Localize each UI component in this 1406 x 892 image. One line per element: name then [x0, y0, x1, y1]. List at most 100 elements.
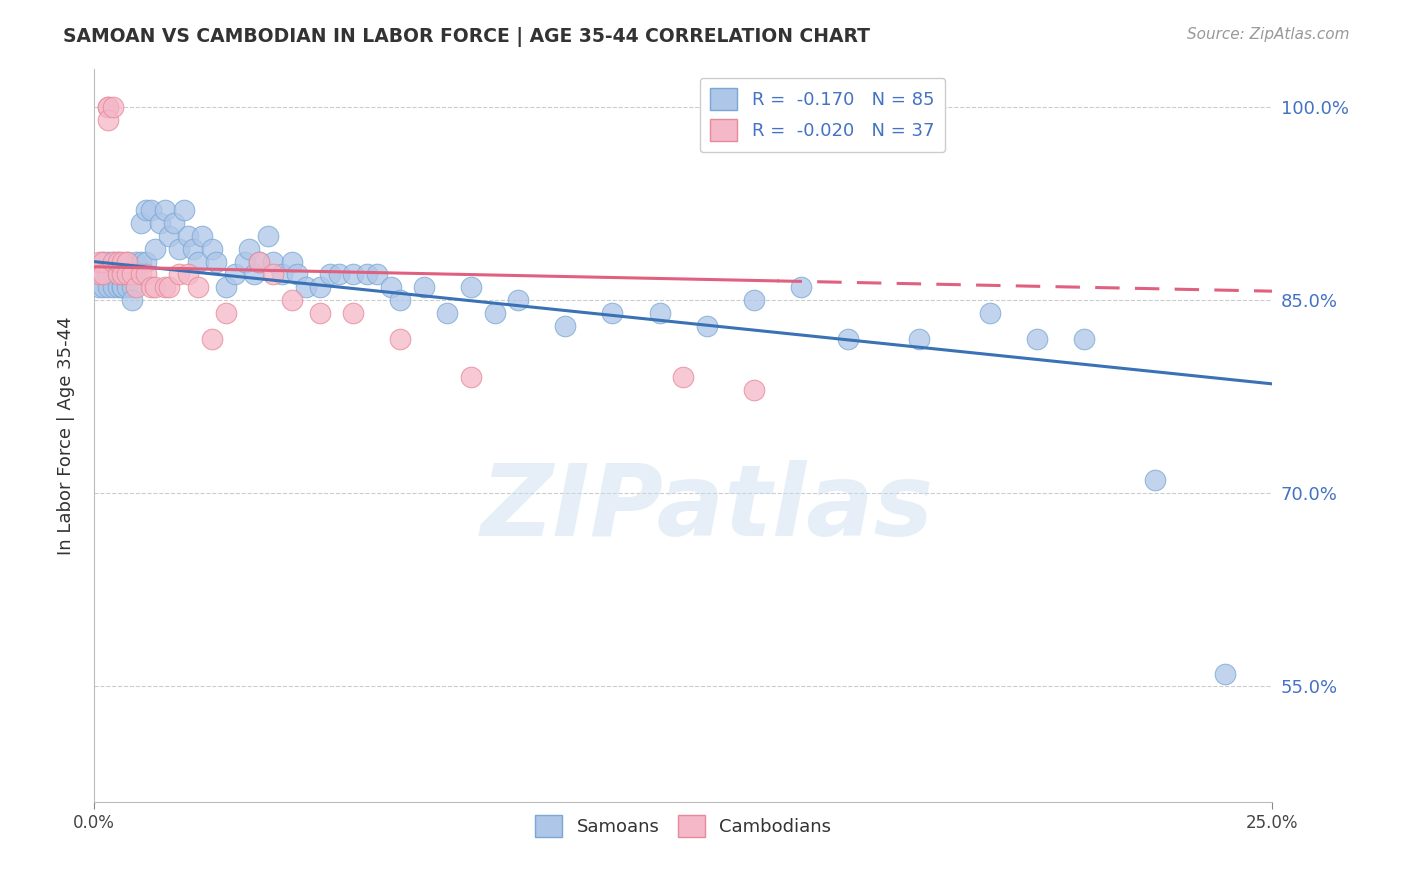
Point [87, 268, 110, 282]
Point [342, 306, 364, 320]
Point [101, 268, 124, 282]
Point [1215, 666, 1237, 681]
Point [111, 280, 134, 294]
Point [163, 216, 186, 230]
Point [742, 293, 765, 308]
Point [187, 254, 209, 268]
Point [143, 242, 166, 256]
Point [97, 113, 120, 128]
Point [135, 268, 157, 282]
Point [87, 268, 110, 282]
Point [436, 306, 458, 320]
Text: Source: ZipAtlas.com: Source: ZipAtlas.com [1187, 27, 1350, 42]
Point [328, 268, 350, 282]
Point [484, 306, 506, 320]
Point [908, 332, 931, 346]
Point [115, 280, 138, 294]
Point [97, 268, 120, 282]
Point [672, 370, 695, 384]
Point [101, 280, 124, 294]
Point [93, 254, 115, 268]
Point [460, 370, 482, 384]
Point [389, 332, 412, 346]
Point [460, 280, 482, 294]
Point [121, 268, 143, 282]
Point [262, 268, 284, 282]
Point [191, 228, 214, 243]
Point [149, 216, 172, 230]
Point [139, 280, 162, 294]
Point [167, 268, 190, 282]
Point [107, 268, 129, 282]
Point [201, 332, 224, 346]
Point [1025, 332, 1047, 346]
Text: SAMOAN VS CAMBODIAN IN LABOR FORCE | AGE 35-44 CORRELATION CHART: SAMOAN VS CAMBODIAN IN LABOR FORCE | AGE… [63, 27, 870, 46]
Point [181, 242, 204, 256]
Point [979, 306, 1001, 320]
Point [97, 100, 120, 114]
Point [93, 254, 115, 268]
Point [121, 293, 143, 308]
Point [257, 228, 280, 243]
Point [101, 268, 124, 282]
Point [201, 242, 224, 256]
Point [247, 254, 270, 268]
Point [742, 384, 765, 398]
Point [129, 216, 152, 230]
Point [115, 254, 138, 268]
Point [380, 280, 402, 294]
Point [125, 254, 148, 268]
Point [111, 280, 134, 294]
Point [177, 228, 200, 243]
Point [602, 306, 624, 320]
Point [233, 254, 256, 268]
Point [342, 268, 364, 282]
Point [129, 268, 152, 282]
Point [121, 280, 143, 294]
Point [356, 268, 378, 282]
Point [135, 203, 157, 218]
Point [107, 268, 129, 282]
Point [177, 268, 200, 282]
Point [281, 254, 304, 268]
Point [508, 293, 530, 308]
Point [215, 280, 238, 294]
Point [97, 254, 120, 268]
Point [281, 293, 304, 308]
Point [262, 254, 284, 268]
Point [129, 254, 152, 268]
Point [1143, 474, 1166, 488]
Point [139, 203, 162, 218]
Point [125, 280, 148, 294]
Point [93, 268, 115, 282]
Point [107, 280, 129, 294]
Point [554, 318, 576, 333]
Point [97, 100, 120, 114]
Point [243, 268, 266, 282]
Point [87, 254, 110, 268]
Point [366, 268, 388, 282]
Point [1073, 332, 1095, 346]
Point [107, 268, 129, 282]
Point [295, 280, 318, 294]
Point [115, 268, 138, 282]
Y-axis label: In Labor Force | Age 35-44: In Labor Force | Age 35-44 [58, 316, 75, 555]
Point [318, 268, 340, 282]
Point [167, 242, 190, 256]
Point [93, 280, 115, 294]
Point [309, 280, 332, 294]
Point [157, 228, 180, 243]
Point [309, 306, 332, 320]
Point [153, 203, 176, 218]
Point [107, 254, 129, 268]
Point [97, 280, 120, 294]
Point [107, 254, 129, 268]
Point [187, 280, 209, 294]
Point [790, 280, 813, 294]
Point [247, 254, 270, 268]
Point [205, 254, 228, 268]
Point [224, 268, 246, 282]
Text: ZIPatlas: ZIPatlas [481, 460, 934, 558]
Point [696, 318, 718, 333]
Legend: Samoans, Cambodians: Samoans, Cambodians [529, 808, 838, 845]
